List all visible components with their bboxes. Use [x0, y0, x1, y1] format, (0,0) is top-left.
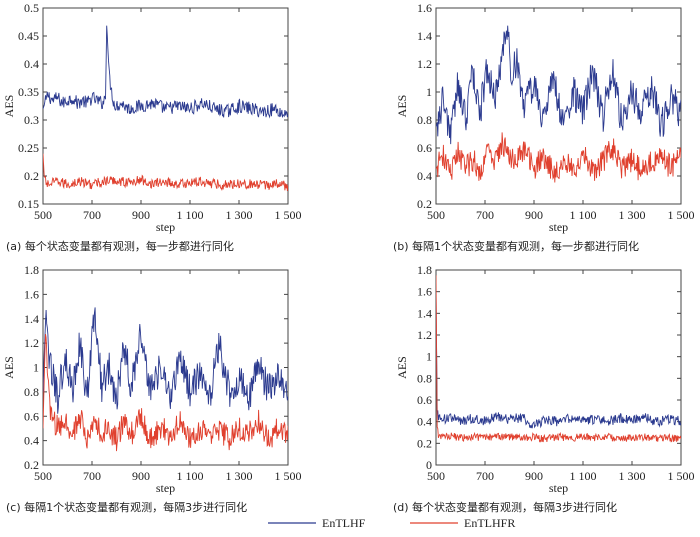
- y-tick-label: 0.25: [18, 141, 39, 155]
- x-tick-label: 700: [476, 208, 494, 222]
- y-tick-label: 0.2: [417, 197, 432, 211]
- y-tick-label: 1.6: [417, 285, 432, 299]
- y-tick-label: 0.2: [24, 458, 39, 472]
- y-tick-label: 0.2: [417, 436, 432, 450]
- x-tick-label: 500: [427, 208, 445, 222]
- x-tick-label: 900: [525, 208, 543, 222]
- y-tick-label: 0.4: [24, 434, 39, 448]
- y-axis-title: AES: [2, 356, 16, 379]
- x-tick-label: 1 500: [275, 208, 302, 222]
- y-tick-label: 0.8: [417, 371, 432, 385]
- x-tick-label: 1 500: [668, 208, 695, 222]
- series-line-entlhf: [43, 307, 288, 414]
- x-tick-label: 500: [34, 208, 52, 222]
- series-line-entlhf: [436, 291, 681, 429]
- x-tick-label: 1 100: [177, 208, 204, 222]
- y-tick-label: 1: [33, 361, 39, 375]
- legend-label-entlhfr: EnTLHFR: [464, 516, 515, 530]
- x-axis-title: step: [156, 481, 175, 495]
- panel-caption: (b) 每隔1个状态变量都有观测，每一步都进行同化: [393, 239, 639, 253]
- legend-label-entlhf: EnTLHF: [322, 516, 366, 530]
- x-axis-title: step: [549, 220, 568, 234]
- y-tick-label: 1.4: [417, 29, 432, 43]
- y-tick-label: 1.4: [24, 312, 39, 326]
- plot-frame: [42, 7, 289, 205]
- x-tick-label: 900: [132, 208, 150, 222]
- y-tick-label: 1.6: [417, 1, 432, 15]
- y-tick-label: 0.15: [18, 197, 39, 211]
- x-tick-label: 1 300: [226, 469, 253, 483]
- y-axis-title: AES: [2, 95, 16, 118]
- x-tick-label: 900: [525, 469, 543, 483]
- panel-caption: (d) 每个状态变量都有观测，每隔3步进行同化: [393, 500, 617, 514]
- y-tick-label: 0.8: [24, 385, 39, 399]
- y-tick-label: 0.4: [417, 415, 432, 429]
- y-tick-label: 0.8: [417, 113, 432, 127]
- y-tick-label: 1.2: [417, 328, 432, 342]
- x-tick-label: 1 500: [668, 469, 695, 483]
- x-tick-label: 1 100: [570, 469, 597, 483]
- legend: EnTLHF EnTLHFR: [268, 516, 515, 530]
- y-tick-label: 0.3: [24, 113, 39, 127]
- x-axis-title: step: [549, 481, 568, 495]
- chart-panels: 500 700 900 1 100 1 300 1 5000.150.20.250.30.…: [2, 1, 695, 514]
- y-tick-label: 0.35: [18, 85, 39, 99]
- x-axis-title: step: [156, 220, 175, 234]
- x-tick-label: 1 300: [619, 208, 646, 222]
- series-line-entlhf: [43, 25, 288, 119]
- y-tick-label: 1: [426, 350, 432, 364]
- y-tick-label: 0.6: [417, 141, 432, 155]
- plot-frame: [435, 7, 682, 205]
- x-tick-label: 900: [132, 469, 150, 483]
- y-tick-label: 0.5: [24, 1, 39, 15]
- series-line-entlhfr: [43, 334, 288, 452]
- y-tick-label: 0.4: [24, 57, 39, 71]
- x-tick-label: 700: [476, 469, 494, 483]
- y-tick-label: 1: [426, 85, 432, 99]
- y-tick-label: 0.45: [18, 29, 39, 43]
- x-tick-label: 700: [83, 208, 101, 222]
- y-axis-title: AES: [395, 95, 409, 118]
- chart-panel-d: 500 700 900 1 100 1 300 1 500 0 0.2 0.4 0.6 0.8 1 1.…: [393, 263, 695, 514]
- x-tick-label: 1 100: [570, 208, 597, 222]
- series-line-entlhf: [436, 25, 681, 145]
- y-axis-title: AES: [395, 356, 409, 379]
- y-tick-label: 1.8: [24, 263, 39, 277]
- x-tick-label: 700: [83, 469, 101, 483]
- y-tick-label: 0: [426, 458, 432, 472]
- chart-panel-b: 500 700 900 1 100 1 300 1 500 0.2 0.4 0.6 0.8 1 1.2…: [393, 1, 695, 253]
- x-tick-label: 1 300: [619, 469, 646, 483]
- y-tick-label: 0.4: [417, 169, 432, 183]
- y-tick-label: 1.4: [417, 306, 432, 320]
- x-tick-label: 500: [427, 469, 445, 483]
- panel-caption: (a) 每个状态变量都有观测，每一步都进行同化: [6, 239, 234, 253]
- plot-frame: [435, 269, 682, 466]
- x-tick-label: 1 300: [226, 208, 253, 222]
- y-tick-label: 0.2: [24, 169, 39, 183]
- chart-panel-a: 500 700 900 1 100 1 300 1 500 0.15 0.2 0.25 0.3 0.…: [2, 1, 302, 253]
- y-tick-label: 1.2: [417, 57, 432, 71]
- x-tick-label: 1 100: [177, 469, 204, 483]
- series-line-entlhfr: [436, 275, 681, 443]
- x-tick-label: 1 500: [275, 469, 302, 483]
- y-tick-label: 1.6: [24, 287, 39, 301]
- chart-panel-c: 500 700 900 1 100 1 300 1 500 0.2 0.4 0.6 0.8 1 1.2…: [2, 263, 302, 514]
- series-line-entlhfr: [43, 153, 288, 192]
- panel-caption: (c) 每隔1个状态变量都有观测，每隔3步进行同化: [6, 500, 247, 514]
- series-line-entlhfr: [436, 132, 681, 183]
- y-tick-label: 0.6: [24, 409, 39, 423]
- x-tick-label: 500: [34, 469, 52, 483]
- y-tick-label: 1.8: [417, 263, 432, 277]
- y-tick-label: 0.6: [417, 393, 432, 407]
- y-tick-label: 1.2: [24, 336, 39, 350]
